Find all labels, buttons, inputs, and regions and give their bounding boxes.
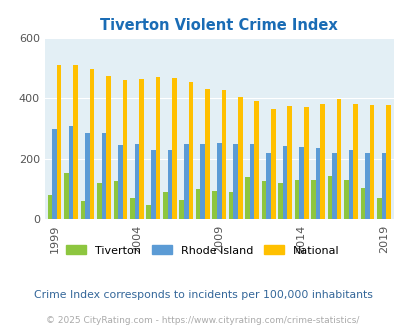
Bar [381, 153, 385, 219]
Bar [216, 143, 221, 219]
Bar [212, 191, 216, 219]
Bar [261, 181, 266, 219]
Bar [385, 105, 390, 219]
Bar [233, 145, 237, 219]
Bar [221, 90, 226, 219]
Bar [101, 133, 106, 219]
Bar [47, 195, 52, 219]
Bar [364, 153, 369, 219]
Bar [369, 105, 373, 219]
Bar [52, 129, 57, 219]
Bar [64, 173, 68, 219]
Bar [80, 201, 85, 219]
Bar [237, 97, 242, 219]
Bar [360, 188, 364, 219]
Bar [68, 126, 73, 219]
Bar [183, 144, 188, 219]
Bar [139, 80, 143, 219]
Bar [249, 144, 254, 219]
Text: © 2025 CityRating.com - https://www.cityrating.com/crime-statistics/: © 2025 CityRating.com - https://www.city… [46, 316, 359, 325]
Bar [352, 104, 357, 219]
Bar [376, 198, 381, 219]
Bar [327, 176, 331, 219]
Bar [282, 146, 287, 219]
Bar [113, 181, 118, 219]
Bar [254, 102, 258, 219]
Bar [200, 144, 205, 219]
Bar [303, 107, 308, 219]
Bar [348, 150, 352, 219]
Bar [85, 133, 90, 219]
Bar [97, 183, 101, 219]
Bar [228, 192, 233, 219]
Bar [294, 180, 298, 219]
Bar [331, 153, 336, 219]
Bar [310, 180, 315, 219]
Bar [162, 192, 167, 219]
Legend: Tiverton, Rhode Island, National: Tiverton, Rhode Island, National [62, 241, 343, 260]
Bar [336, 99, 341, 219]
Bar [277, 183, 282, 219]
Bar [172, 78, 176, 219]
Bar [287, 106, 291, 219]
Bar [179, 200, 183, 219]
Bar [320, 104, 324, 219]
Bar [73, 65, 78, 219]
Bar [195, 189, 200, 219]
Title: Tiverton Violent Crime Index: Tiverton Violent Crime Index [100, 17, 337, 33]
Bar [151, 150, 155, 219]
Bar [167, 150, 172, 219]
Bar [122, 80, 127, 219]
Bar [245, 177, 249, 219]
Bar [266, 153, 270, 219]
Bar [90, 69, 94, 219]
Bar [343, 180, 348, 219]
Bar [106, 76, 111, 219]
Bar [188, 82, 193, 219]
Bar [315, 148, 320, 219]
Bar [205, 89, 209, 219]
Bar [146, 205, 151, 219]
Bar [118, 145, 122, 219]
Bar [57, 65, 61, 219]
Bar [134, 145, 139, 219]
Text: Crime Index corresponds to incidents per 100,000 inhabitants: Crime Index corresponds to incidents per… [34, 290, 371, 300]
Bar [298, 148, 303, 219]
Bar [270, 109, 275, 219]
Bar [155, 77, 160, 219]
Bar [130, 198, 134, 219]
